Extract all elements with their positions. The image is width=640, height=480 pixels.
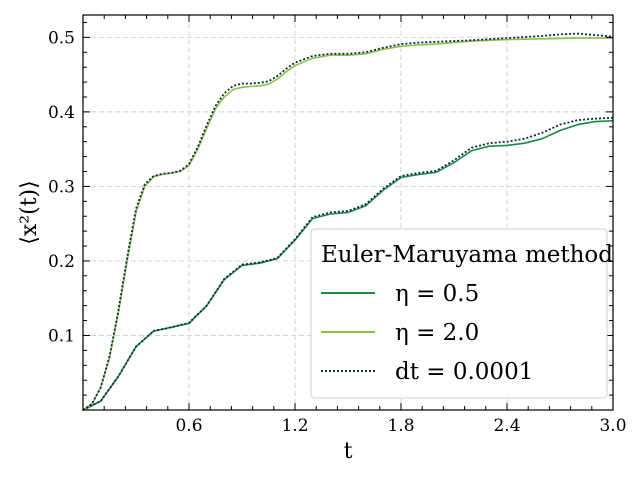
x-tick-label: 1.2	[281, 416, 308, 436]
legend-label-2: dt = 0.0001	[395, 359, 533, 385]
plot-frame	[82, 14, 614, 411]
series-line-3	[82, 32, 614, 411]
legend-title: Euler-Maruyama method	[321, 242, 613, 268]
x-tick-label: 1.8	[387, 416, 414, 436]
y-axis-label: ⟨x²(t)⟩	[17, 180, 42, 244]
series-line-1	[82, 37, 614, 411]
legend-entries: η = 0.5 η = 2.0 dt = 0.0001	[321, 281, 533, 385]
x-axis-label: t	[344, 439, 353, 464]
axis-ticks	[82, 15, 614, 411]
x-tick-label: 2.4	[493, 416, 520, 436]
legend: Euler-Maruyama method η = 0.5 η = 2.0 dt =…	[310, 228, 613, 399]
tick-labels: 0.6 1.2 1.8 2.4 3.0 0.1 0.2 0.3 0.4 0.5	[48, 28, 627, 436]
y-tick-label: 0.4	[48, 103, 75, 123]
legend-label-1: η = 2.0	[395, 320, 479, 346]
series-line-0	[82, 120, 614, 411]
y-tick-label: 0.5	[48, 28, 75, 48]
y-tick-label: 0.2	[48, 252, 75, 272]
legend-label-0: η = 0.5	[395, 281, 479, 307]
y-tick-label: 0.1	[48, 326, 75, 346]
series-lines	[82, 32, 614, 411]
y-tick-label: 0.3	[48, 177, 75, 197]
legend-box	[310, 228, 608, 399]
x-tick-label: 3.0	[599, 416, 626, 436]
x-tick-label: 0.6	[175, 416, 202, 436]
